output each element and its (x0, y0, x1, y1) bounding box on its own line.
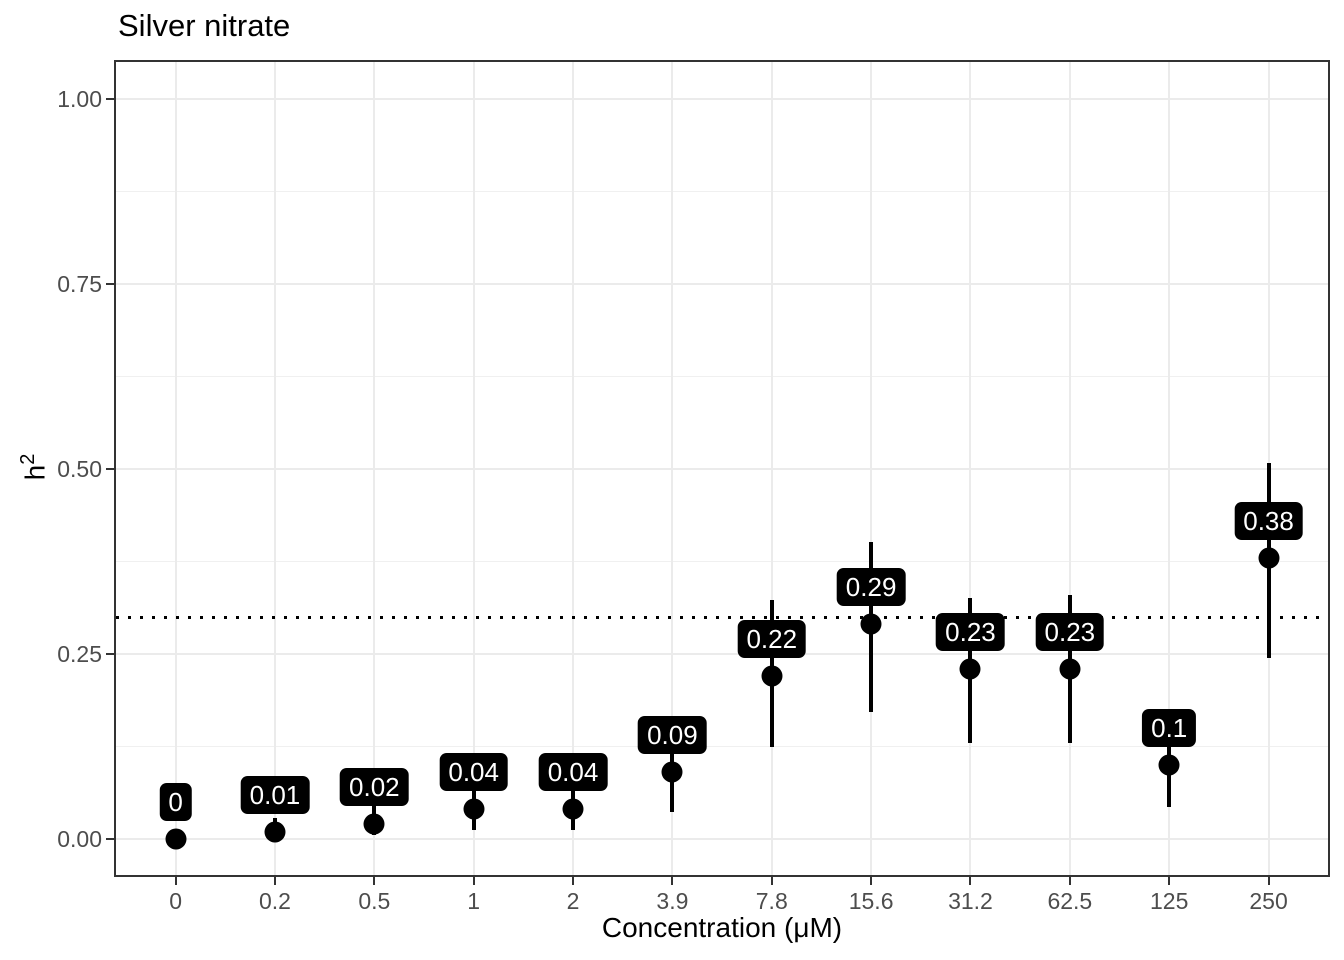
point-marker (264, 821, 286, 843)
x-tick-label: 0.2 (258, 888, 291, 914)
x-tick (373, 877, 376, 885)
gridline-vertical-major (472, 62, 475, 875)
x-tick-label: 0.5 (358, 888, 391, 914)
gridline-horizontal-major (116, 653, 1328, 655)
value-label: 0.02 (340, 768, 409, 807)
x-tick (1267, 877, 1270, 885)
point-marker (463, 798, 485, 820)
point-marker (959, 658, 981, 680)
x-tick (472, 877, 475, 885)
gridline-vertical-major (572, 62, 575, 875)
y-tick-label: 0.50 (57, 456, 102, 482)
gridline-vertical-major (969, 62, 972, 875)
x-tick (174, 877, 177, 885)
x-tick-label: 1 (467, 888, 481, 914)
x-tick (1068, 877, 1071, 885)
value-label: 0.23 (1035, 612, 1105, 651)
x-tick (572, 877, 575, 885)
gridline-vertical-major (770, 62, 773, 875)
gridline-vertical-major (273, 62, 276, 875)
y-tick (106, 283, 114, 285)
y-tick (106, 98, 114, 100)
point-marker (661, 761, 683, 783)
point-marker (761, 665, 783, 687)
gridline-horizontal-major (116, 838, 1328, 840)
y-axis-title: h2 (8, 415, 51, 519)
point-marker (363, 813, 385, 835)
value-label: 0.04 (439, 753, 508, 792)
point-marker (165, 828, 187, 850)
value-label: 0.04 (538, 753, 608, 792)
point-marker (860, 613, 882, 635)
gridline-vertical-major (870, 62, 873, 875)
x-tick-label: 31.2 (948, 888, 993, 914)
x-tick (770, 877, 773, 885)
y-axis-title-base: h (19, 464, 51, 481)
value-label: 0.1 (1142, 709, 1197, 747)
gridline-vertical-major (1068, 62, 1071, 875)
x-tick (273, 877, 276, 885)
point-marker (1059, 658, 1081, 680)
x-tick-label: 3.9 (656, 888, 689, 914)
x-axis-title: Concentration (μM) (601, 912, 843, 943)
x-tick-label: 0 (169, 888, 182, 914)
y-tick (106, 838, 114, 840)
x-tick-label: 125 (1150, 888, 1189, 914)
x-tick (671, 877, 674, 885)
value-label: 0.01 (240, 775, 310, 814)
value-label: 0.29 (836, 568, 906, 607)
value-label: 0.23 (936, 612, 1005, 651)
plot-panel: 0 0.01 0.02 0.04 0.04 0.09 0.22 0.29 0.23 0.23 0.1… (114, 60, 1330, 877)
point-marker (1158, 754, 1180, 776)
value-label: 0.38 (1234, 501, 1303, 540)
x-tick-label: 15.6 (848, 888, 894, 914)
value-label: 0 (159, 783, 192, 821)
gridline-horizontal-minor (116, 376, 1328, 377)
point-marker (562, 798, 584, 820)
gridline-vertical-major (671, 62, 674, 875)
x-tick-label: 250 (1249, 888, 1288, 914)
gridline-vertical-major (373, 62, 376, 875)
chart-title: Silver nitrate (118, 8, 291, 43)
gridline-horizontal-minor (116, 561, 1328, 562)
gridline-vertical-major (1168, 62, 1171, 875)
gridline-horizontal-major (116, 468, 1328, 470)
value-label: 0.09 (638, 716, 707, 755)
x-tick (969, 877, 972, 885)
plot-area: 0 0.01 0.02 0.04 0.04 0.09 0.22 0.29 0.23 0.23 0.1… (116, 62, 1328, 875)
x-tick-label: 2 (566, 888, 580, 914)
y-tick-label: 0.25 (57, 641, 102, 667)
gridline-horizontal-minor (116, 191, 1328, 192)
reference-line (116, 615, 1328, 619)
gridline-vertical-major (174, 62, 177, 875)
x-tick-label: 62.5 (1047, 888, 1093, 914)
point-marker (1258, 547, 1280, 569)
gridline-horizontal-major (116, 98, 1328, 100)
y-tick-label: 0.00 (57, 826, 102, 852)
y-axis-title-sup: 2 (17, 453, 39, 465)
y-tick-label: 0.75 (57, 271, 102, 297)
gridline-horizontal-minor (116, 746, 1328, 747)
value-label: 0.22 (737, 620, 807, 659)
x-tick-label: 7.8 (755, 888, 788, 914)
x-tick (1168, 877, 1171, 885)
y-tick-label: 1.00 (57, 86, 102, 112)
gridline-horizontal-major (116, 283, 1328, 285)
x-tick (870, 877, 873, 885)
y-tick (106, 653, 114, 655)
y-tick (106, 468, 114, 470)
